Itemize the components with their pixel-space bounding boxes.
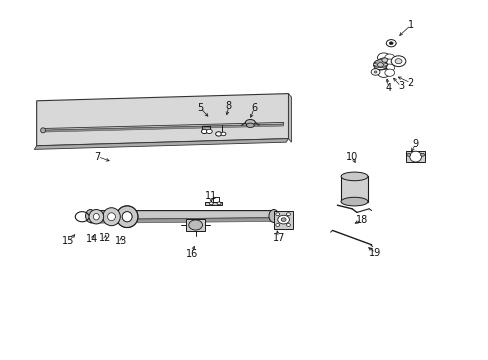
Circle shape: [275, 213, 279, 216]
Circle shape: [390, 56, 405, 67]
Text: 17: 17: [272, 233, 285, 243]
Circle shape: [209, 202, 213, 205]
Polygon shape: [405, 151, 425, 162]
Circle shape: [286, 213, 290, 216]
Ellipse shape: [89, 210, 103, 224]
Circle shape: [206, 129, 212, 134]
Circle shape: [386, 40, 395, 47]
Circle shape: [370, 69, 379, 75]
Ellipse shape: [93, 213, 99, 220]
Circle shape: [215, 132, 221, 136]
Ellipse shape: [116, 206, 138, 228]
Ellipse shape: [122, 212, 132, 222]
Polygon shape: [41, 122, 283, 130]
Ellipse shape: [41, 128, 45, 133]
Circle shape: [201, 129, 207, 134]
Circle shape: [388, 42, 392, 45]
Text: 1: 1: [407, 20, 413, 30]
Circle shape: [394, 59, 401, 64]
Circle shape: [381, 58, 387, 62]
Ellipse shape: [85, 210, 95, 222]
Circle shape: [286, 224, 290, 226]
Polygon shape: [185, 219, 205, 231]
Text: 11: 11: [204, 191, 217, 201]
Text: 13: 13: [115, 236, 127, 246]
Circle shape: [373, 60, 386, 70]
Ellipse shape: [107, 213, 115, 221]
Ellipse shape: [245, 120, 255, 125]
Circle shape: [377, 58, 389, 67]
Circle shape: [373, 71, 376, 73]
Polygon shape: [90, 218, 273, 223]
Text: 4: 4: [385, 83, 391, 93]
Ellipse shape: [409, 151, 421, 162]
Ellipse shape: [188, 220, 202, 230]
Polygon shape: [273, 211, 293, 229]
Text: 16: 16: [185, 249, 198, 259]
Text: 15: 15: [62, 236, 75, 246]
Text: 18: 18: [355, 215, 367, 225]
Ellipse shape: [116, 206, 138, 228]
Text: 7: 7: [95, 152, 101, 162]
Text: 12: 12: [99, 233, 111, 243]
Text: 2: 2: [407, 78, 413, 88]
Circle shape: [420, 153, 424, 156]
Text: 14: 14: [85, 234, 98, 244]
Polygon shape: [41, 124, 283, 132]
Circle shape: [281, 218, 285, 221]
Circle shape: [377, 63, 389, 72]
Polygon shape: [112, 210, 132, 223]
Circle shape: [217, 202, 221, 205]
Text: 10: 10: [345, 152, 358, 162]
Polygon shape: [288, 94, 291, 142]
Text: 3: 3: [397, 81, 403, 91]
Circle shape: [377, 63, 383, 67]
Circle shape: [377, 68, 389, 77]
Text: 19: 19: [368, 248, 381, 258]
Polygon shape: [341, 176, 367, 202]
Polygon shape: [34, 139, 288, 149]
Ellipse shape: [340, 197, 367, 206]
Circle shape: [277, 215, 289, 224]
Text: 8: 8: [225, 101, 231, 111]
Ellipse shape: [102, 208, 120, 226]
Circle shape: [406, 153, 410, 156]
Ellipse shape: [246, 123, 254, 127]
Polygon shape: [205, 202, 222, 205]
Circle shape: [221, 132, 225, 136]
Polygon shape: [37, 94, 288, 146]
Circle shape: [377, 53, 389, 62]
Circle shape: [384, 69, 394, 76]
Circle shape: [384, 54, 394, 61]
Ellipse shape: [122, 212, 132, 222]
Text: 9: 9: [412, 139, 418, 149]
Polygon shape: [90, 211, 273, 220]
Ellipse shape: [340, 172, 367, 181]
Circle shape: [384, 64, 394, 71]
Circle shape: [384, 59, 394, 66]
Text: 5: 5: [197, 103, 203, 113]
Ellipse shape: [268, 210, 278, 222]
Text: 6: 6: [251, 103, 257, 113]
Circle shape: [275, 224, 279, 226]
